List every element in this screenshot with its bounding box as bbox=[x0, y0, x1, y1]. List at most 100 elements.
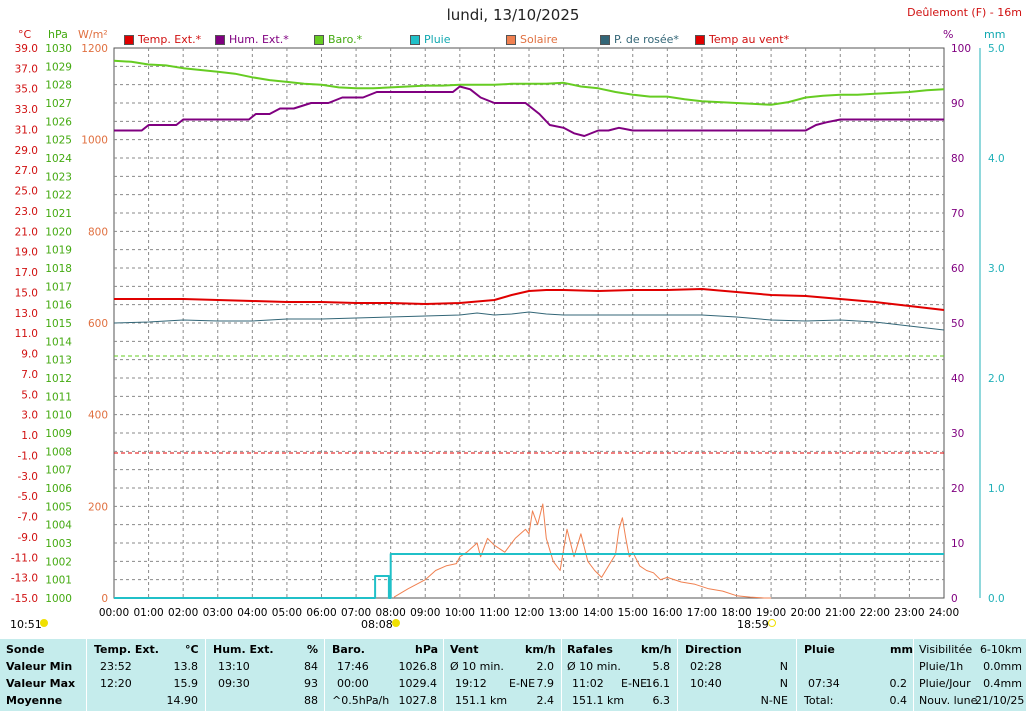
rafales-avg10-value: 5.8 bbox=[652, 660, 671, 673]
legend-swatch bbox=[215, 34, 225, 45]
series-baro bbox=[113, 59, 945, 106]
solar-tick-label: 400 bbox=[88, 410, 108, 422]
baro-avg-value: 1027.8 bbox=[398, 694, 438, 707]
direction-min-value: N bbox=[779, 660, 788, 673]
baro-unit: hPa bbox=[48, 28, 68, 41]
temp-tick-label: -1.0 bbox=[18, 450, 39, 462]
hum-tick-label: 20 bbox=[951, 483, 964, 495]
baro-header: Baro. bbox=[332, 643, 365, 656]
baro-tick-label: 1003 bbox=[45, 538, 72, 550]
baro-tick-label: 1016 bbox=[45, 300, 72, 312]
visibility-value: 6-10km bbox=[979, 643, 1022, 656]
temp-unit-header: °C bbox=[185, 643, 199, 656]
x-tick-label: 14:00 bbox=[583, 607, 613, 619]
hum-tick-label: 80 bbox=[951, 153, 964, 165]
baro-tick-label: 1025 bbox=[45, 135, 72, 147]
temp-avg-value: 14.90 bbox=[166, 694, 199, 707]
rafales-unit-header: km/h bbox=[641, 643, 672, 656]
x-tick-label: 03:00 bbox=[203, 607, 233, 619]
baro-unit-header: hPa bbox=[415, 643, 439, 656]
hum-tick-label: 40 bbox=[951, 373, 964, 385]
series-hum-ext bbox=[114, 85, 944, 137]
baro-tick-label: 1004 bbox=[45, 520, 72, 532]
hum-max-time: 09:30 bbox=[218, 677, 250, 690]
baro-tick-label: 1021 bbox=[45, 208, 72, 220]
legend-swatch bbox=[600, 34, 610, 45]
baro-tick-label: 1026 bbox=[45, 116, 72, 128]
baro-tick-label: 1001 bbox=[45, 575, 72, 587]
direction-header: Direction bbox=[685, 643, 742, 656]
hum-tick-label: 0 bbox=[951, 593, 958, 605]
sunset-time: 18:59 bbox=[737, 618, 769, 631]
legend-swatch bbox=[410, 34, 420, 45]
rain-day-value: 0.4mm bbox=[983, 677, 1022, 690]
x-tick-label: 06:00 bbox=[306, 607, 336, 619]
hum-tick-label: 50 bbox=[951, 318, 964, 330]
row-label-min: Valeur Min bbox=[6, 660, 73, 673]
x-tick-label: 08:00 bbox=[376, 607, 406, 619]
reference-lines bbox=[114, 355, 944, 454]
temp-tick-label: 39.0 bbox=[15, 43, 38, 55]
temp-max-value: 15.9 bbox=[173, 677, 199, 690]
new-moon-value: 21/10/25 bbox=[975, 694, 1025, 707]
direction-avg-value: N-NE bbox=[760, 694, 788, 707]
baro-max-time: 00:00 bbox=[337, 677, 369, 690]
temp-tick-label: 9.0 bbox=[21, 349, 38, 361]
temp-tick-label: 27.0 bbox=[15, 165, 38, 177]
temp-min-time: 23:52 bbox=[100, 660, 132, 673]
temp-tick-label: 31.0 bbox=[15, 124, 38, 136]
vent-avg10-label: Ø 10 min. bbox=[450, 660, 504, 673]
direction-max-value: N bbox=[779, 677, 788, 690]
x-tick-label: 24:00 bbox=[929, 607, 959, 619]
x-tick-label: 17:00 bbox=[687, 607, 717, 619]
baro-tick-label: 1023 bbox=[45, 171, 72, 183]
temp-tick-label: 23.0 bbox=[15, 206, 38, 218]
baro-tick-label: 1018 bbox=[45, 263, 72, 275]
legend-item: Solaire bbox=[506, 33, 558, 46]
x-tick-label: 16:00 bbox=[652, 607, 682, 619]
temp-tick-label: 21.0 bbox=[15, 226, 38, 238]
x-tick-label: 11:00 bbox=[479, 607, 509, 619]
x-tick-label: 01:00 bbox=[133, 607, 163, 619]
rain-tick-label: 4.0 bbox=[988, 153, 1005, 165]
chart-title: lundi, 13/10/2025 bbox=[446, 6, 580, 24]
sunset-icon bbox=[768, 619, 776, 627]
x-tick-label: 04:00 bbox=[237, 607, 267, 619]
pluie-max-value: 0.2 bbox=[889, 677, 908, 690]
baro-tick-label: 1028 bbox=[45, 80, 72, 92]
hum-tick-label: 100 bbox=[951, 43, 971, 55]
rain-tick-label: 1.0 bbox=[988, 483, 1005, 495]
hum-tick-label: 90 bbox=[951, 98, 964, 110]
series-group bbox=[113, 59, 945, 599]
x-tick-label: 07:00 bbox=[341, 607, 371, 619]
hum-tick-label: 10 bbox=[951, 538, 964, 550]
stats-table: Sonde Valeur Min Valeur Max Moyenne Temp… bbox=[0, 639, 1026, 711]
legend-label: Temp. Ext.* bbox=[138, 33, 202, 46]
legend-item: Pluie bbox=[410, 33, 451, 46]
baro-tick-label: 1022 bbox=[45, 190, 72, 202]
legend-item: Temp. Ext.* bbox=[124, 33, 201, 46]
x-tick-label: 00:00 bbox=[99, 607, 129, 619]
baro-tick-label: 1010 bbox=[45, 410, 72, 422]
sunrise-time: 08:08 bbox=[361, 618, 393, 631]
temp-tick-label: -9.0 bbox=[18, 532, 39, 544]
temp-tick-label: -13.0 bbox=[11, 573, 38, 585]
axis-labels: 39.0 37.0 35.0 33.0 31.0 29.0 27.0 25.0 23.0 21.0… bbox=[11, 43, 1005, 619]
vent-header: Vent bbox=[450, 643, 479, 656]
x-tick-label: 19:00 bbox=[756, 607, 786, 619]
rain-unit: mm bbox=[984, 28, 1006, 41]
pluie-total-value: 0.4 bbox=[889, 694, 908, 707]
temp-tick-label: 13.0 bbox=[15, 308, 38, 320]
vent-distance: 151.1 km bbox=[455, 694, 508, 707]
temp-tick-label: 3.0 bbox=[21, 410, 38, 422]
legend-swatch bbox=[124, 34, 134, 45]
legend-swatch bbox=[506, 34, 516, 45]
hum-tick-label: 60 bbox=[951, 263, 964, 275]
visibility-label: Visibilitée bbox=[919, 643, 973, 656]
x-tick-label: 20:00 bbox=[791, 607, 821, 619]
current-time: 10:51 bbox=[10, 618, 42, 631]
rain-tick-label: 3.0 bbox=[988, 263, 1005, 275]
temp-min-value: 13.8 bbox=[173, 660, 199, 673]
temp-tick-label: 7.0 bbox=[21, 369, 38, 381]
legend-item: Hum. Ext.* bbox=[215, 33, 289, 46]
